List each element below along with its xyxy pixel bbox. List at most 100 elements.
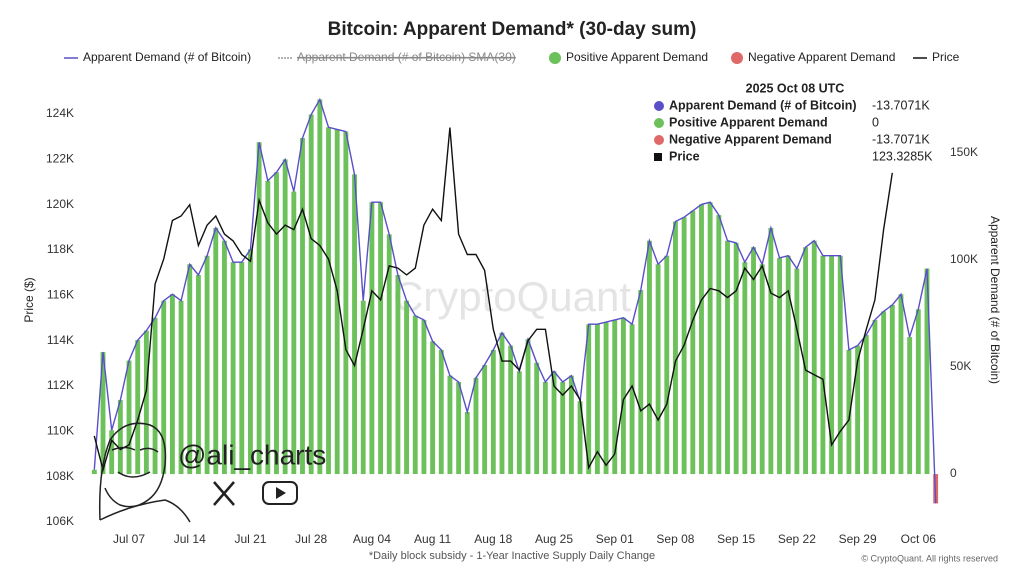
bar (751, 247, 756, 475)
play-icon-arrow (276, 487, 286, 499)
y-tick-label: 120K (46, 197, 74, 211)
legend-swatch (731, 52, 743, 64)
handle: @ali_charts (178, 439, 326, 470)
bar (291, 191, 297, 475)
bar (594, 324, 600, 475)
bar (872, 319, 878, 475)
bar (568, 375, 574, 475)
bar (855, 345, 861, 475)
bar (742, 262, 748, 475)
bar (768, 227, 774, 475)
bar (274, 172, 279, 475)
bar (213, 227, 219, 475)
x-tick-label: Jul 14 (174, 532, 206, 546)
bar (803, 247, 808, 475)
bar (829, 255, 835, 475)
bar (889, 304, 895, 475)
bar (300, 138, 305, 475)
bar (369, 202, 375, 475)
bar (673, 221, 678, 475)
bar (482, 364, 488, 475)
play-icon (262, 481, 298, 505)
tooltip-swatch (654, 135, 664, 145)
y-tick-label: 118K (47, 242, 74, 256)
bar (187, 264, 193, 475)
bar (152, 317, 158, 475)
bar (733, 242, 739, 475)
bar (881, 311, 887, 475)
bar (91, 469, 97, 475)
bar (577, 401, 583, 475)
bar (716, 215, 722, 475)
y2-tick-label: 50K (950, 359, 971, 373)
x-tick-label: Sep 29 (839, 532, 877, 546)
legend-label: Apparent Demand (# of Bitcoin) (83, 50, 251, 64)
bar (811, 240, 817, 475)
tooltip-value: 123.3285K (872, 149, 933, 163)
x-tick-label: Sep 22 (778, 532, 816, 546)
x-tick-label: Jul 21 (234, 532, 266, 546)
y-tick-label: 114K (47, 333, 74, 347)
bar (785, 255, 791, 475)
y-tick-label: 110K (47, 424, 74, 438)
play-icon-frame (262, 481, 298, 505)
bar (395, 274, 401, 475)
bar (490, 349, 496, 475)
x-tick-label: Oct 06 (901, 532, 937, 546)
tooltip-value: -13.7071K (872, 98, 930, 112)
bar (620, 317, 626, 475)
bar (239, 262, 245, 475)
bar (256, 142, 262, 475)
avatar (98, 422, 191, 523)
y-tick-label: 112K (47, 378, 74, 392)
y-tick-label: 116K (47, 288, 74, 302)
bar (473, 377, 479, 475)
footnote: *Daily block subsidy - 1-Year Inactive S… (369, 550, 655, 562)
legend-label: Negative Apparent Demand (748, 50, 895, 64)
bar (222, 240, 227, 475)
bar (907, 337, 913, 475)
x-tick-label: Aug 04 (353, 532, 391, 546)
bar (404, 300, 410, 475)
bar (820, 255, 826, 475)
bar (438, 349, 444, 475)
bar (456, 382, 462, 475)
tooltip-label: Positive Apparent Demand (669, 115, 828, 129)
legend-label: Price (932, 50, 960, 64)
tooltip-label: Apparent Demand (# of Bitcoin) (669, 98, 857, 112)
bar (612, 319, 618, 475)
tooltip-value: 0 (872, 115, 879, 129)
bar (178, 300, 184, 475)
bar (655, 264, 661, 475)
x-icon-stroke (213, 481, 235, 506)
bar (143, 330, 149, 475)
bar (664, 255, 670, 475)
bar (560, 382, 566, 475)
bar (647, 240, 652, 475)
line-4 (93, 127, 893, 473)
x-tick-label: Aug 18 (474, 532, 512, 546)
bar (169, 294, 175, 475)
bar (542, 382, 548, 475)
bar (794, 268, 800, 475)
legend-swatch (549, 52, 561, 64)
y2-tick-label: 100K (950, 252, 978, 266)
bar (447, 375, 453, 475)
x-tick-label: Jul 28 (295, 532, 327, 546)
bar (109, 430, 115, 475)
bar (638, 289, 644, 475)
bar (343, 131, 349, 475)
bar (352, 174, 357, 475)
bar (248, 249, 253, 475)
bar (863, 334, 869, 475)
avatar-face (98, 422, 167, 521)
bar (699, 204, 704, 475)
bar (308, 114, 314, 475)
bar (898, 294, 904, 475)
bar (282, 159, 288, 475)
bar (725, 240, 730, 475)
x-tick-label: Jul 07 (113, 532, 145, 546)
y2-tick-label: 0 (950, 466, 957, 480)
bar (690, 210, 696, 475)
legend-label: Apparent Demand (# of Bitcoin) SMA(30) (297, 50, 516, 64)
